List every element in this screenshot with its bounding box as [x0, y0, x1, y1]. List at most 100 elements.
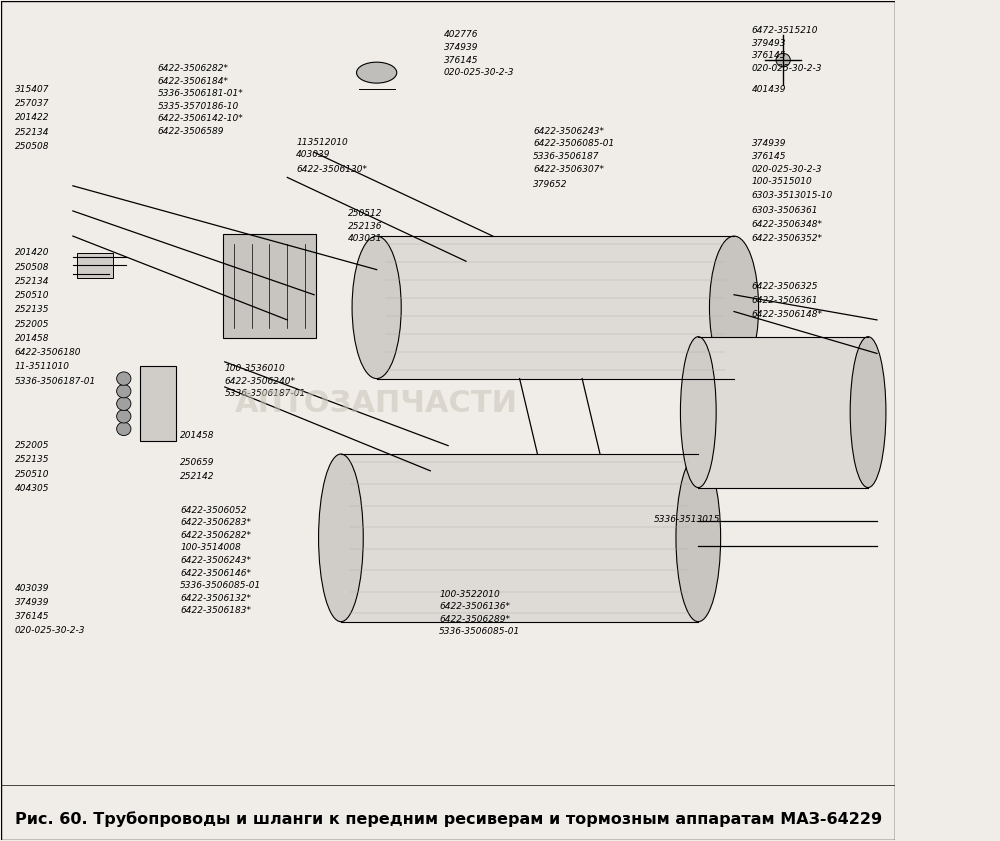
Text: 6422-3506243*: 6422-3506243*: [180, 556, 251, 565]
Text: 6422-3506085-01: 6422-3506085-01: [533, 140, 614, 148]
Text: 201458: 201458: [180, 431, 215, 440]
Text: 252136: 252136: [348, 221, 383, 230]
Text: 5336-3506187-01: 5336-3506187-01: [15, 377, 96, 386]
Bar: [698, 336, 868, 488]
Circle shape: [117, 384, 131, 398]
Bar: [377, 236, 734, 378]
Text: 020-025-30-2-3: 020-025-30-2-3: [15, 627, 85, 636]
FancyBboxPatch shape: [223, 235, 316, 338]
Ellipse shape: [352, 236, 401, 378]
Text: 6422-3506282*: 6422-3506282*: [158, 64, 229, 73]
Text: 5335-3570186-10: 5335-3570186-10: [158, 102, 239, 111]
Text: 201422: 201422: [15, 114, 49, 123]
Bar: [77, 253, 113, 278]
Text: 403031: 403031: [348, 234, 383, 243]
Text: 376145: 376145: [752, 51, 786, 61]
Text: 020-025-30-2-3: 020-025-30-2-3: [752, 165, 822, 173]
Text: 252134: 252134: [15, 277, 49, 286]
Text: 6422-3506352*: 6422-3506352*: [752, 234, 823, 243]
Text: 6422-3506052: 6422-3506052: [180, 505, 247, 515]
Text: 6422-3506130*: 6422-3506130*: [296, 165, 367, 173]
Text: 11-3511010: 11-3511010: [15, 362, 70, 372]
Text: 379493: 379493: [752, 39, 786, 48]
Text: 201420: 201420: [15, 248, 49, 257]
Circle shape: [117, 410, 131, 423]
Text: 6422-3506325: 6422-3506325: [752, 282, 818, 291]
Text: 100-3522010: 100-3522010: [439, 590, 500, 599]
Ellipse shape: [676, 454, 721, 621]
Text: 5336-3506181-01*: 5336-3506181-01*: [158, 89, 243, 98]
Text: 6422-3506307*: 6422-3506307*: [533, 165, 604, 173]
Text: 5336-3506085-01: 5336-3506085-01: [439, 627, 520, 637]
Text: 6303-3506361: 6303-3506361: [752, 205, 818, 214]
Text: 6422-3506240*: 6422-3506240*: [225, 377, 296, 386]
Text: 100-3515010: 100-3515010: [752, 177, 813, 186]
Ellipse shape: [357, 62, 397, 83]
Circle shape: [117, 372, 131, 385]
Text: 376145: 376145: [15, 612, 49, 621]
Text: 6422-3506180: 6422-3506180: [15, 348, 81, 357]
Text: АПТОЗАПЧАСТИ: АПТОЗАПЧАСТИ: [235, 389, 518, 418]
Text: 6472-3515210: 6472-3515210: [752, 26, 818, 35]
Circle shape: [117, 422, 131, 436]
Text: 6422-3506361: 6422-3506361: [752, 296, 818, 305]
Bar: [140, 366, 176, 442]
Text: 402776: 402776: [444, 30, 478, 40]
Text: 374939: 374939: [752, 140, 786, 148]
Text: 403039: 403039: [15, 584, 49, 593]
Text: 250508: 250508: [15, 142, 49, 151]
Text: 100-3536010: 100-3536010: [225, 364, 286, 373]
Ellipse shape: [319, 454, 363, 621]
Text: 401439: 401439: [752, 85, 786, 94]
Text: 6422-3506589: 6422-3506589: [158, 127, 224, 135]
Text: 252135: 252135: [15, 455, 49, 464]
Text: 252142: 252142: [180, 472, 215, 481]
Text: 376145: 376145: [444, 56, 478, 65]
Text: 100-3514008: 100-3514008: [180, 543, 241, 553]
Text: 201458: 201458: [15, 334, 49, 343]
Text: 6422-3506148*: 6422-3506148*: [752, 310, 823, 320]
Text: 6422-3506289*: 6422-3506289*: [439, 615, 510, 624]
Ellipse shape: [709, 236, 759, 378]
Text: 252005: 252005: [15, 442, 49, 450]
Text: 5336-3506187: 5336-3506187: [533, 152, 600, 161]
Text: 6422-3506184*: 6422-3506184*: [158, 77, 229, 86]
Text: 5336-3506187-01: 5336-3506187-01: [225, 389, 306, 398]
Text: 6422-3506183*: 6422-3506183*: [180, 606, 251, 616]
Text: 6422-3506146*: 6422-3506146*: [180, 569, 251, 578]
Text: 252005: 252005: [15, 320, 49, 329]
Text: 5336-3506085-01: 5336-3506085-01: [180, 581, 261, 590]
Text: 6422-3506283*: 6422-3506283*: [180, 518, 251, 527]
Text: 6422-3506243*: 6422-3506243*: [533, 127, 604, 135]
Circle shape: [776, 53, 790, 66]
Text: 250510: 250510: [15, 469, 49, 479]
Bar: [341, 454, 698, 621]
Text: 250512: 250512: [348, 209, 383, 218]
Text: 315407: 315407: [15, 85, 49, 94]
Text: 252134: 252134: [15, 128, 49, 136]
Text: 6422-3506142-10*: 6422-3506142-10*: [158, 114, 243, 124]
Text: 6422-3506132*: 6422-3506132*: [180, 594, 251, 603]
Text: 6422-3506348*: 6422-3506348*: [752, 220, 823, 229]
Ellipse shape: [850, 336, 886, 488]
Text: 403039: 403039: [296, 151, 331, 159]
Text: 6422-3506282*: 6422-3506282*: [180, 531, 251, 540]
Text: 6422-3506136*: 6422-3506136*: [439, 602, 510, 611]
Text: 113512010: 113512010: [296, 138, 348, 146]
Text: 257037: 257037: [15, 99, 49, 108]
Text: 6303-3513015-10: 6303-3513015-10: [752, 192, 833, 200]
Text: 376145: 376145: [752, 152, 786, 161]
Text: 252135: 252135: [15, 305, 49, 315]
Text: 020-025-30-2-3: 020-025-30-2-3: [444, 68, 514, 77]
Text: 5336-3513015: 5336-3513015: [654, 515, 720, 524]
Text: 250659: 250659: [180, 458, 215, 467]
Text: Рис. 60. Трубопроводы и шланги к передним ресиверам и тормозным аппаратам МАЗ-64: Рис. 60. Трубопроводы и шланги к передни…: [15, 811, 882, 827]
Text: 250510: 250510: [15, 291, 49, 300]
Text: 374939: 374939: [15, 598, 49, 607]
Ellipse shape: [680, 336, 716, 488]
Text: 374939: 374939: [444, 43, 478, 52]
Text: 020-025-30-2-3: 020-025-30-2-3: [752, 64, 822, 73]
Text: 404305: 404305: [15, 484, 49, 493]
Text: 250508: 250508: [15, 262, 49, 272]
Text: 379652: 379652: [533, 180, 568, 188]
